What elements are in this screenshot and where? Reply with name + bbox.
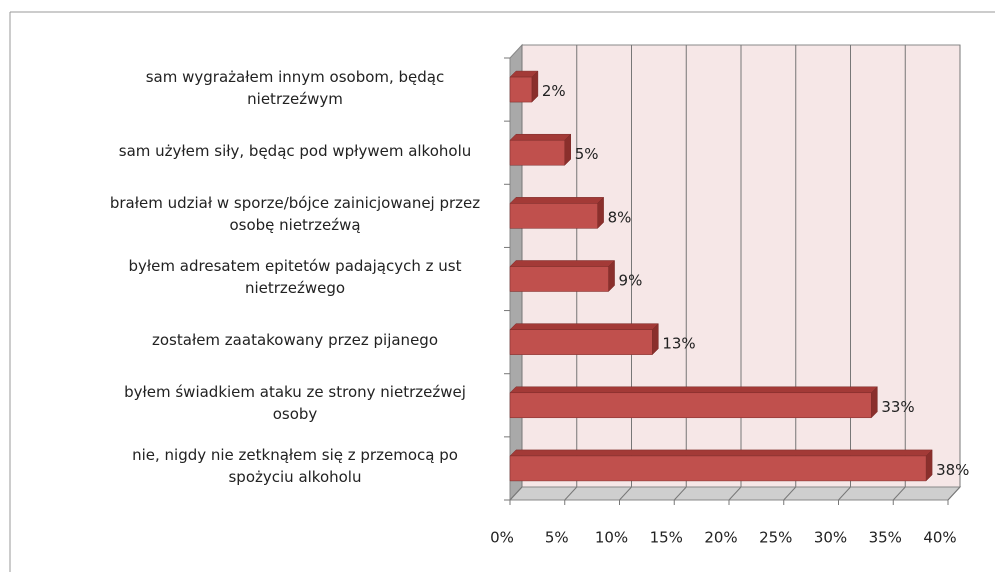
category-label: zostałem zaatakowany przez pijanego	[152, 331, 438, 350]
bar-face	[509, 323, 659, 330]
bar-face	[509, 386, 878, 394]
category-label: byłem adresatem epitetów padających z us…	[128, 257, 462, 297]
grid-line	[892, 486, 906, 501]
category-label: sam użyłem siły, będąc pod wpływem alkoh…	[118, 141, 472, 160]
bar	[509, 386, 878, 419]
x-tick-label: 20%	[704, 529, 737, 547]
category-label: sam wygrażałem innym osobom, będąc nietr…	[145, 67, 445, 108]
grid-line	[673, 486, 687, 501]
category-label: brałem udział w sporze/bójce zainicjowan…	[109, 193, 481, 234]
grid-line	[783, 486, 797, 501]
grid-line	[509, 486, 523, 501]
bar-face	[509, 260, 616, 267]
grid-line	[947, 486, 961, 501]
bar-face	[509, 76, 533, 103]
data-label: 33%	[881, 398, 914, 416]
x-tick-label: 5%	[545, 529, 569, 547]
grid-line	[619, 486, 632, 501]
x-tick-label: 0%	[490, 529, 514, 547]
data-label: 38%	[936, 461, 969, 479]
grid-line	[564, 486, 578, 501]
x-tick-label: 35%	[869, 529, 902, 547]
data-label: 8%	[608, 208, 632, 226]
bar	[509, 70, 539, 103]
bar-face	[509, 133, 572, 141]
category-label: nie, nigdy nie zetknąłem się z przemocą …	[132, 446, 458, 487]
grid-line	[838, 486, 851, 501]
bar-face	[509, 266, 609, 292]
bar	[509, 196, 605, 229]
data-label: 5%	[575, 145, 599, 163]
bar-face	[509, 455, 927, 482]
bar-face	[509, 329, 653, 355]
data-label: 9%	[619, 272, 643, 290]
bar-face	[509, 449, 933, 457]
bar-face	[509, 392, 872, 419]
x-tick-label: 10%	[595, 529, 628, 547]
bar-face	[509, 203, 598, 229]
x-tick-label: 15%	[650, 529, 683, 547]
bar	[509, 323, 659, 356]
bar-face	[509, 139, 565, 166]
data-label: 13%	[662, 335, 695, 353]
category-label: byłem świadkiem ataku ze strony nietrzeź…	[124, 383, 466, 424]
grid-line	[728, 486, 742, 501]
bar	[509, 259, 616, 293]
x-tick-label: 40%	[923, 529, 956, 547]
bar	[509, 449, 933, 482]
x-tick-label: 25%	[759, 529, 792, 547]
bar-face	[509, 197, 605, 204]
x-tick-label: 30%	[814, 529, 847, 547]
data-label: 2%	[542, 82, 566, 100]
bar	[509, 133, 572, 166]
